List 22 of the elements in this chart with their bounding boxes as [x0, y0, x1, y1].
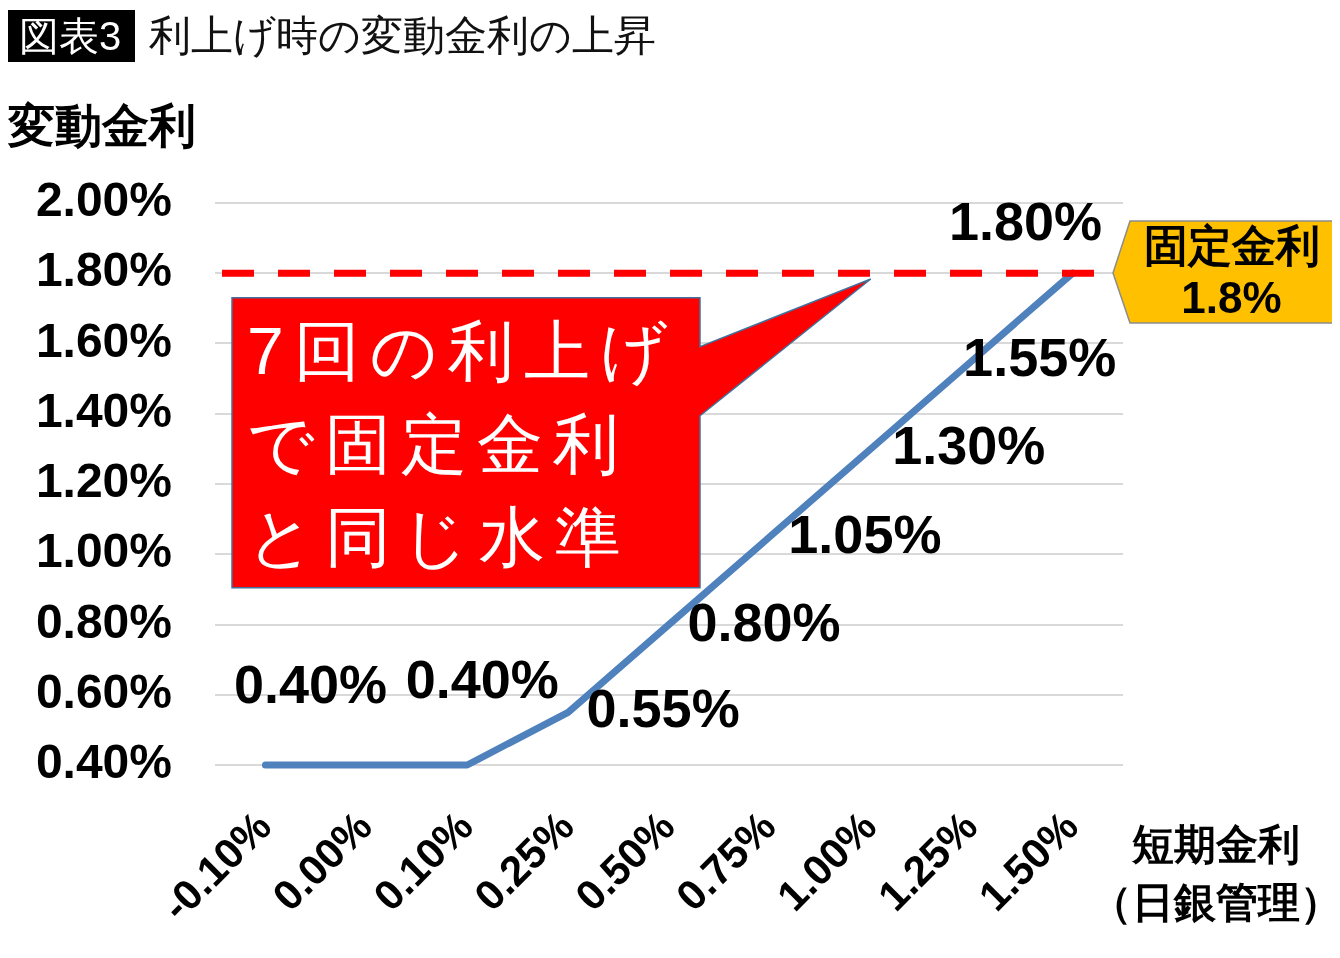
ref-line-label: 固定金利 1.8%: [1142, 220, 1321, 325]
y-tick-label: 1.60%: [35, 313, 172, 367]
y-tick-label: 0.60%: [35, 664, 172, 718]
text: 図表3: [5, 10, 136, 62]
y-tick-label: 0.80%: [35, 594, 172, 648]
data-label: 1.30%: [892, 414, 1046, 475]
y-tick-label: 1.80%: [35, 243, 172, 297]
data-label: 0.40%: [405, 648, 559, 709]
y-tick-label: 2.00%: [35, 173, 172, 227]
data-label: 0.80%: [687, 592, 841, 653]
y-axis-title: 変動金利: [8, 98, 196, 154]
x-axis-title: 短期金利（日銀管理）: [1090, 821, 1333, 926]
data-label: 0.40%: [233, 653, 388, 714]
y-tick-label: 1.40%: [35, 383, 172, 437]
chart-title: 利上げ時の変動金利の上昇: [149, 11, 657, 61]
annotation: 7回の利上げで固定金利と同じ水準: [247, 313, 679, 576]
data-label: 1.05%: [788, 503, 942, 564]
y-tick-label: 1.00%: [35, 524, 172, 578]
y-tick-label: 0.40%: [35, 735, 172, 789]
data-label: 0.55%: [586, 678, 740, 739]
y-tick-label: 1.20%: [35, 454, 172, 508]
data-label: 1.80%: [948, 191, 1103, 252]
